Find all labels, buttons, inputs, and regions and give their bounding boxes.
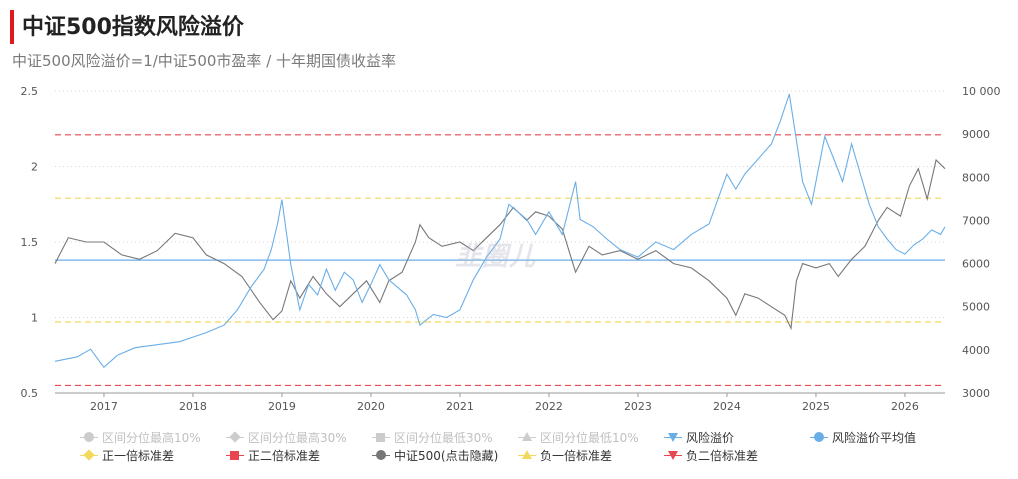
y-right-tick-label: 3000 xyxy=(962,387,990,400)
legend-marker-icon xyxy=(518,448,536,462)
title-accent-bar xyxy=(10,10,14,44)
legend-marker-icon xyxy=(518,430,536,444)
legend-item[interactable]: 区间分位最低30% xyxy=(372,428,493,446)
legend-item[interactable]: 负一倍标准差 xyxy=(518,446,612,464)
legend-item[interactable]: 风险溢价平均值 xyxy=(810,428,916,446)
x-tick-label: 2020 xyxy=(357,400,385,413)
legend-marker-icon xyxy=(226,448,244,462)
legend-label: 正一倍标准差 xyxy=(102,448,175,463)
y-left-tick-label: 2.5 xyxy=(21,85,39,98)
legend-marker-icon xyxy=(810,430,828,444)
y-left-tick-label: 2 xyxy=(31,161,38,174)
legend-item[interactable]: 中证500(点击隐藏) xyxy=(372,446,498,464)
legend-label: 风险溢价 xyxy=(686,430,735,445)
legend-marker-icon xyxy=(372,448,390,462)
watermark-logo: 韭圈儿 xyxy=(455,242,537,272)
y-left-tick-label: 0.5 xyxy=(21,387,39,400)
y-left-tick-label: 1.5 xyxy=(21,236,39,249)
legend-label: 负二倍标准差 xyxy=(686,448,759,463)
y-right-tick-label: 6000 xyxy=(962,258,990,271)
y-left-tick-label: 1 xyxy=(31,312,38,325)
x-tick-label: 2022 xyxy=(535,400,563,413)
legend-marker-icon xyxy=(664,430,682,444)
legend-label: 区间分位最低30% xyxy=(394,430,493,445)
risk-premium-series-line xyxy=(54,93,946,369)
legend-label: 区间分位最高10% xyxy=(102,430,201,445)
x-tick-label: 2026 xyxy=(891,400,919,413)
x-axis: 2017 2018 2019 2020 2021 2022 2023 2024 2025 2026 xyxy=(55,392,945,413)
y-axis-right: 3000 4000 5000 6000 7000 8000 9000 10 000 xyxy=(962,85,1001,400)
y-right-tick-label: 9000 xyxy=(962,128,990,141)
y-right-tick-label: 5000 xyxy=(962,301,990,314)
y-right-tick-label: 4000 xyxy=(962,344,990,357)
legend-item[interactable]: 区间分位最高30% xyxy=(226,428,347,446)
y-right-tick-label: 8000 xyxy=(962,171,990,184)
legend-item[interactable]: 区间分位最低10% xyxy=(518,428,639,446)
y-right-tick-label: 7000 xyxy=(962,214,990,227)
legend-marker-icon xyxy=(664,448,682,462)
x-tick-label: 2021 xyxy=(446,400,474,413)
x-tick-label: 2018 xyxy=(179,400,207,413)
legend-marker-icon xyxy=(372,430,390,444)
legend-label: 正二倍标准差 xyxy=(248,448,321,463)
chart-subtitle: 中证500风险溢价=1/中证500市盈率 / 十年期国债收益率 xyxy=(12,52,397,70)
legend-label: 风险溢价平均值 xyxy=(832,430,917,445)
legend-marker-icon xyxy=(80,448,98,462)
x-tick-label: 2025 xyxy=(802,400,830,413)
legend-label: 负一倍标准差 xyxy=(540,448,613,463)
legend-label: 区间分位最高30% xyxy=(248,430,347,445)
x-tick-label: 2019 xyxy=(268,400,296,413)
chart-legend: 区间分位最高10% 区间分位最高30% 区间分位最低30% 区间分位最低10% 风险溢价… xyxy=(0,428,1018,468)
legend-item[interactable]: 区间分位最高10% xyxy=(80,428,201,446)
x-tick-label: 2023 xyxy=(624,400,652,413)
legend-item[interactable]: 正二倍标准差 xyxy=(226,446,320,464)
y-right-tick-label: 10 000 xyxy=(962,85,1001,98)
legend-label: 中证500(点击隐藏) xyxy=(394,448,499,463)
y-axis-left: 0.5 1 1.5 2 2.5 xyxy=(21,85,39,400)
series-lines xyxy=(54,93,946,369)
reference-lines xyxy=(55,134,945,387)
x-tick-label: 2017 xyxy=(90,400,118,413)
legend-item[interactable]: 正一倍标准差 xyxy=(80,446,174,464)
chart-title: 中证500指数风险溢价 xyxy=(22,15,244,40)
legend-item[interactable]: 风险溢价 xyxy=(664,428,734,446)
legend-label: 区间分位最低10% xyxy=(540,430,639,445)
chart-plot[interactable]: 0.5 1 1.5 2 2.5 3000 4000 5000 6000 7000 8000 9000… xyxy=(0,0,1018,420)
legend-marker-icon xyxy=(226,430,244,444)
x-tick-label: 2024 xyxy=(713,400,741,413)
legend-item[interactable]: 负二倍标准差 xyxy=(664,446,758,464)
legend-marker-icon xyxy=(80,430,98,444)
